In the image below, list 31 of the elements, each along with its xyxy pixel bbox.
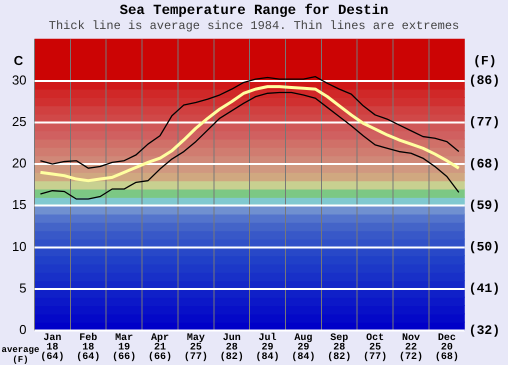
y2-tick-label: (77)	[468, 114, 500, 130]
x-tick-label: Jul 29 (84)	[256, 332, 280, 363]
y2-axis-title: (F)	[473, 53, 496, 68]
x-tick-label: Feb 18 (64)	[76, 332, 100, 363]
y-tick-label: 15	[12, 197, 26, 212]
x-tick-label: Aug 29 (84)	[291, 332, 316, 363]
x-tick-label: Apr 21 (66)	[148, 332, 172, 363]
x-tick-label: Jan 18 (64)	[40, 332, 64, 363]
y-tick-label: 5	[19, 280, 26, 296]
y-tick-label: 25	[12, 114, 26, 130]
y-tick-label: 10	[12, 238, 26, 254]
y2-tick-label: (32)	[468, 322, 500, 338]
y2-tick-label: (59)	[468, 198, 500, 213]
x-tick-label: Dec 20 (68)	[434, 332, 459, 363]
y2-tick-label: (50)	[468, 240, 500, 255]
y-tick-label: 0	[19, 322, 26, 338]
chart-subtitle: Thick line is average since 1984. Thin lines are extremes	[48, 19, 460, 34]
x-tick-label: Oct 25 (77)	[363, 332, 388, 363]
x-tick-label: Jun 28 (82)	[220, 332, 244, 363]
y2-tick-label: (86)	[468, 73, 500, 88]
y-tick-label: 20	[12, 156, 26, 171]
y-axis-title: C	[14, 52, 24, 68]
x-tick-label: May 25 (77)	[184, 332, 208, 363]
text: average (F)	[2, 344, 40, 365]
x-tick-label: Nov 22 (72)	[398, 332, 424, 363]
y2-tick-label: (68)	[468, 156, 500, 172]
x-tick-label: Sep 28 (82)	[327, 332, 352, 363]
y-tick-label: 30	[12, 72, 26, 88]
y2-tick-label: (41)	[468, 281, 500, 296]
chart-title: Sea Temperature Range for Destin	[120, 2, 388, 19]
x-tick-label: Mar 19 (66)	[112, 332, 136, 363]
